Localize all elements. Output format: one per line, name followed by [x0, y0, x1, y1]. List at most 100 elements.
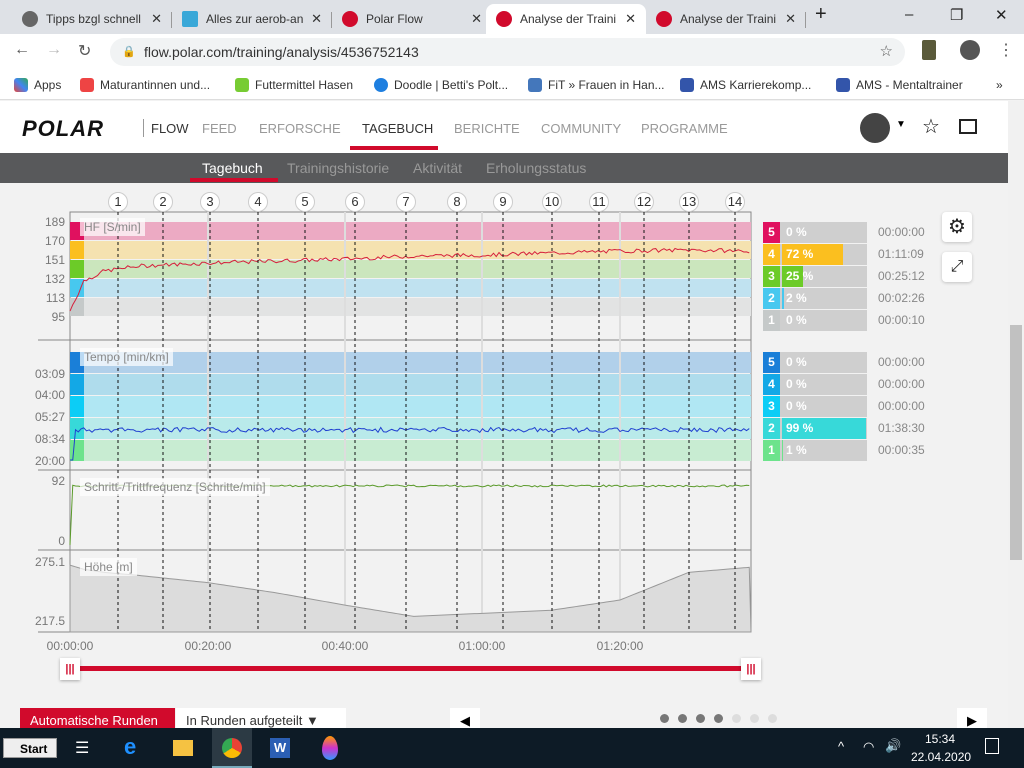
- subnav-aktivitaet[interactable]: Aktivität: [413, 160, 463, 176]
- bookmark[interactable]: Doodle | Betti's Polt...: [374, 78, 508, 92]
- message-icon[interactable]: [959, 119, 977, 134]
- bookmark[interactable]: Futtermittel Hasen: [235, 78, 353, 92]
- browser-tab[interactable]: Tipps bzgl schnell ✕: [12, 4, 172, 34]
- pager-dot[interactable]: [660, 714, 669, 723]
- edge-icon[interactable]: e: [124, 734, 137, 759]
- laps-select[interactable]: In Runden aufgeteilt ▼: [176, 708, 346, 730]
- extension-icon[interactable]: [922, 40, 936, 60]
- bookmark[interactable]: AMS Karrierekomp...: [680, 78, 811, 92]
- profile-icon[interactable]: [960, 40, 980, 60]
- volume-icon[interactable]: 🔊: [885, 738, 902, 753]
- back-icon[interactable]: ←: [14, 41, 30, 58]
- clock-time[interactable]: 15:34: [925, 732, 956, 746]
- scrollbar-thumb[interactable]: [1010, 325, 1022, 560]
- reload-icon[interactable]: ↻: [78, 43, 92, 60]
- hr-zones-row: 3 25 %: [763, 266, 867, 287]
- lap-marker[interactable]: 6: [345, 192, 365, 212]
- star-bookmark-icon[interactable]: ☆: [879, 43, 893, 60]
- pace-zones-row: 4 0 %: [763, 374, 867, 395]
- restore-button[interactable]: ❐: [950, 7, 964, 24]
- clock-date[interactable]: 22.04.2020: [911, 750, 972, 764]
- lap-marker[interactable]: 9: [493, 192, 513, 212]
- paint-icon[interactable]: [322, 736, 338, 760]
- prev-lap-button[interactable]: ◀: [450, 708, 480, 730]
- lap-marker[interactable]: 7: [396, 192, 416, 212]
- minimize-button[interactable]: –: [905, 6, 914, 23]
- nav-feed[interactable]: FEED: [202, 121, 237, 136]
- browser-tab-bar: Tipps bzgl schnell ✕ Alles zur aerob-an ✕ …: [0, 0, 1024, 34]
- bookmark[interactable]: AMS - Mentaltrainer: [836, 78, 963, 92]
- range-start-handle[interactable]: |||: [60, 658, 80, 680]
- lap-marker[interactable]: 12: [634, 192, 654, 212]
- pager-dot[interactable]: [750, 714, 759, 723]
- bookmarks-more[interactable]: »: [996, 78, 1003, 92]
- bookmark[interactable]: FiT » Frauen in Han...: [528, 78, 665, 92]
- nav-tagebuch[interactable]: TAGEBUCH: [362, 121, 434, 136]
- network-icon[interactable]: ◠: [863, 739, 875, 754]
- settings-gear-icon[interactable]: ⚙: [942, 212, 972, 242]
- range-end-handle[interactable]: |||: [741, 658, 761, 680]
- close-window-button[interactable]: ✕: [995, 7, 1008, 24]
- avatar[interactable]: [860, 113, 890, 143]
- menu-icon[interactable]: ⋮: [998, 42, 1014, 59]
- forward-icon[interactable]: →: [46, 41, 62, 58]
- browser-tab[interactable]: Analyse der Traini ✕: [646, 4, 806, 34]
- lap-marker[interactable]: 10: [542, 192, 562, 212]
- lap-marker[interactable]: 5: [295, 192, 315, 212]
- pager-dot[interactable]: [678, 714, 687, 723]
- lap-marker[interactable]: 3: [200, 192, 220, 212]
- nav-erforsche[interactable]: ERFORSCHE: [259, 121, 341, 136]
- close-tab-icon[interactable]: ✕: [471, 11, 482, 26]
- lap-marker[interactable]: 2: [153, 192, 173, 212]
- close-tab-icon[interactable]: ✕: [785, 11, 796, 26]
- lap-marker[interactable]: 8: [447, 192, 467, 212]
- zone-percent: 25 %: [786, 269, 814, 283]
- close-tab-icon[interactable]: ✕: [311, 11, 322, 26]
- browser-tab[interactable]: Polar Flow ✕: [332, 4, 492, 34]
- task-view-icon[interactable]: ☰: [75, 740, 90, 757]
- bookmark[interactable]: Maturantinnen und...: [80, 78, 210, 92]
- doodle-icon: [374, 78, 388, 92]
- subnav-erholungsstatus[interactable]: Erholungsstatus: [486, 160, 587, 176]
- time-range-slider[interactable]: [70, 666, 751, 671]
- close-tab-icon[interactable]: ✕: [151, 11, 162, 26]
- nav-community[interactable]: COMMUNITY: [541, 121, 622, 136]
- start-button[interactable]: Start: [3, 738, 57, 758]
- auto-laps-button[interactable]: Automatische Runden: [20, 708, 175, 730]
- lap-marker[interactable]: 1: [108, 192, 128, 212]
- fullscreen-icon[interactable]: ⤢: [942, 252, 972, 282]
- lap-marker[interactable]: 4: [248, 192, 268, 212]
- browser-tab[interactable]: Alles zur aerob-an ✕: [172, 4, 332, 34]
- notification-icon[interactable]: [985, 738, 999, 754]
- subnav-trainingshistorie[interactable]: Trainingshistorie: [287, 160, 390, 176]
- star-icon[interactable]: ☆: [922, 116, 940, 138]
- chrome-taskbar-button[interactable]: [212, 728, 252, 768]
- hr-line: [69, 247, 750, 312]
- chevron-down-icon[interactable]: ▼: [896, 119, 906, 130]
- word-icon[interactable]: W: [270, 738, 290, 758]
- browser-tab-active[interactable]: Analyse der Traini ✕: [486, 4, 646, 34]
- subnav-tagebuch[interactable]: Tagebuch: [202, 160, 263, 176]
- lap-marker[interactable]: 11: [589, 192, 609, 212]
- lap-marker[interactable]: 14: [725, 192, 745, 212]
- bookmark-apps[interactable]: Apps: [14, 78, 61, 92]
- new-tab-button[interactable]: +: [815, 3, 827, 25]
- pager-dot[interactable]: [768, 714, 777, 723]
- pager-dot[interactable]: [714, 714, 723, 723]
- close-tab-icon[interactable]: ✕: [625, 11, 636, 26]
- next-lap-button[interactable]: ▶: [957, 708, 987, 730]
- file-explorer-icon[interactable]: [173, 740, 193, 756]
- lap-marker[interactable]: 13: [679, 192, 699, 212]
- chrome-icon: [222, 738, 242, 758]
- url-input[interactable]: 🔒 flow.polar.com/training/analysis/453675…: [110, 38, 905, 66]
- pager-dot[interactable]: [696, 714, 705, 723]
- nav-programme[interactable]: PROGRAMME: [641, 121, 728, 136]
- tray-chevron-icon[interactable]: ^: [838, 739, 845, 754]
- hr-zone-marker: [70, 260, 84, 278]
- zone-fill-bar: [782, 418, 867, 439]
- nav-flow[interactable]: FLOW: [151, 121, 189, 136]
- polar-logo[interactable]: POLAR: [22, 116, 104, 141]
- nav-berichte[interactable]: BERICHTE: [454, 121, 520, 136]
- pager-dot[interactable]: [732, 714, 741, 723]
